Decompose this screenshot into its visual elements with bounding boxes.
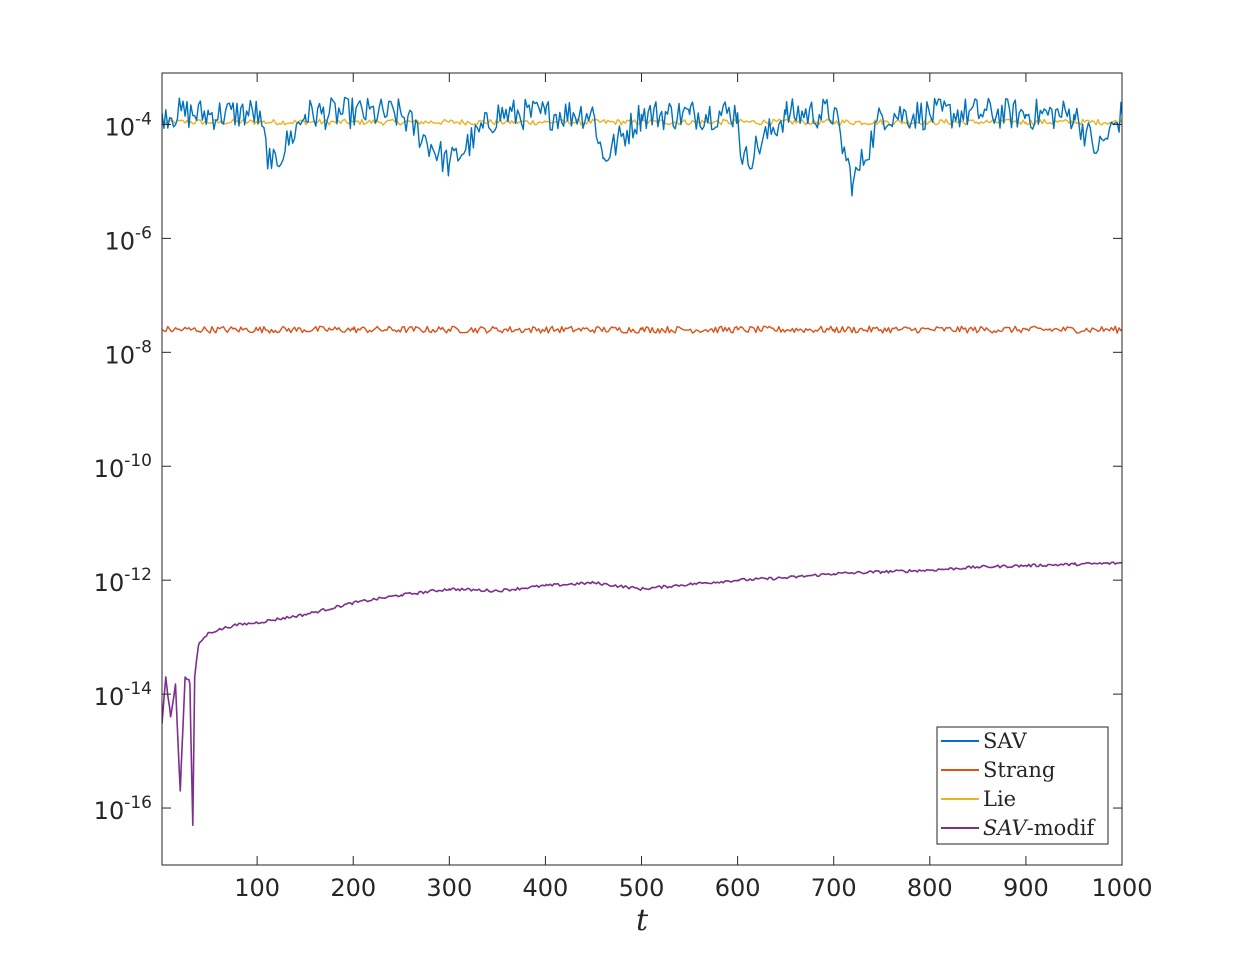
y-tick-base: 10 [94,569,125,597]
legend-label-part: SAV [983,816,1029,840]
x-tick-label: 800 [907,874,953,902]
legend-label: Lie [983,787,1016,811]
y-tick-exponent: -6 [135,223,152,243]
y-tick-label: 10-16 [94,793,152,825]
x-axis-label: t [636,903,649,938]
series-line-3 [162,561,1122,827]
x-tick-label: 300 [426,874,472,902]
series-line-1 [162,325,1122,334]
y-tick-base: 10 [105,227,136,255]
x-tick-label: 400 [523,874,569,902]
y-tick-base: 10 [94,797,125,825]
y-tick-base: 10 [94,455,125,483]
legend-label-part: -modif [1027,816,1097,840]
y-tick-exponent: -8 [135,337,152,357]
series-layer [162,96,1122,827]
y-tick-exponent: -12 [124,565,152,585]
x-tick-label: 600 [715,874,761,902]
y-tick-label: 10-12 [94,565,152,597]
series-line-2 [162,118,1122,126]
x-tick-label: 1000 [1091,874,1152,902]
y-tick-exponent: -4 [135,109,152,129]
y-tick-label: 10-10 [94,451,152,483]
ticks-layer: 100 200 300 400 500 600 700 800 900 100010-1610-1… [94,73,1153,902]
x-tick-label: 700 [811,874,857,902]
y-tick-label: 10-6 [105,223,153,255]
y-tick-exponent: -16 [124,793,152,813]
x-tick-label: 500 [619,874,665,902]
axes-box [161,72,1123,866]
y-tick-base: 10 [105,113,136,141]
legend-box [936,726,1109,845]
y-tick-label: 10-14 [94,679,152,711]
x-tick-label: 900 [1003,874,1049,902]
y-tick-exponent: -10 [124,451,152,471]
y-tick-label: 10-8 [105,337,153,369]
legend-label: Strang [983,758,1055,782]
x-tick-label: 200 [330,874,376,902]
y-tick-label: 10-4 [105,109,153,141]
x-tick-label: 100 [234,874,280,902]
y-tick-base: 10 [105,341,136,369]
y-tick-base: 10 [94,683,125,711]
series-line-0 [162,96,1122,197]
legend-label: SAV [983,729,1028,753]
legend-label: SAV-modif [983,816,1096,840]
y-tick-exponent: -14 [124,679,152,699]
